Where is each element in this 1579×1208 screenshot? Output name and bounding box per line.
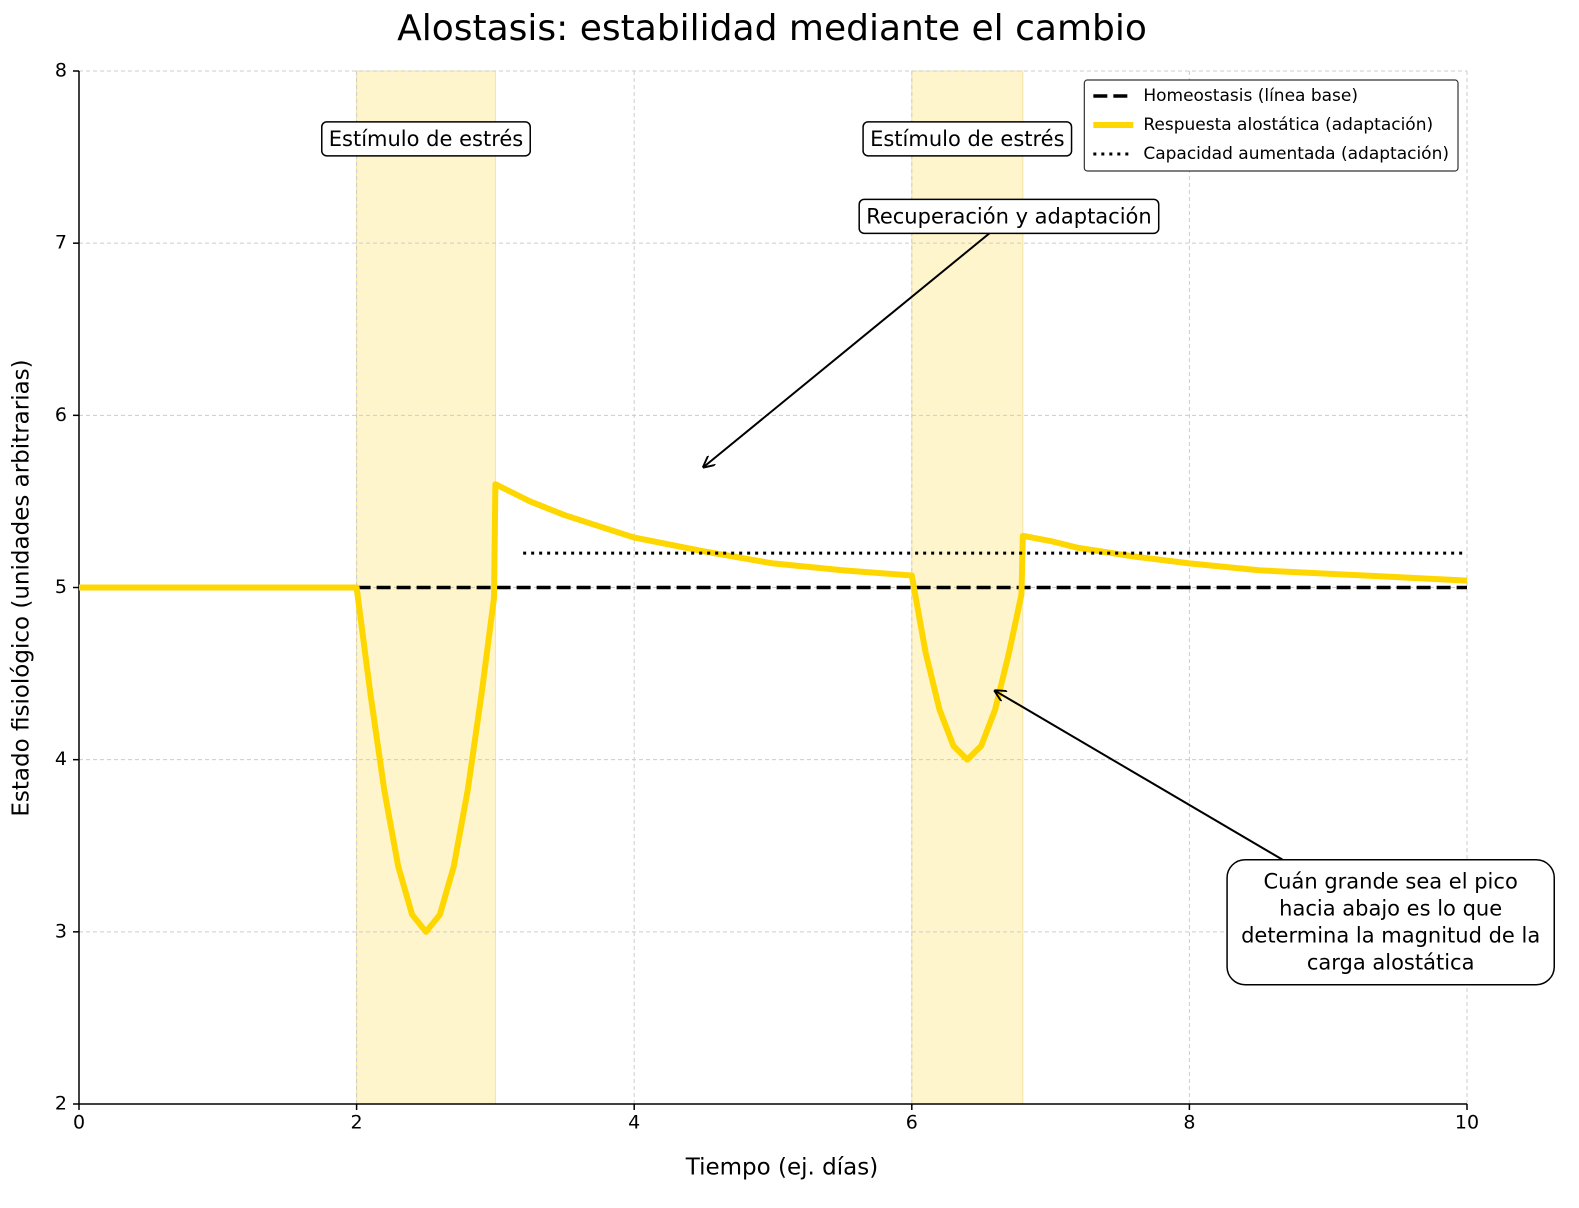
annotation-text: Estímulo de estrés bbox=[870, 127, 1064, 151]
annotation-arrow bbox=[704, 216, 1010, 467]
annotation: Cuán grande sea el pico hacia abajo es lo… bbox=[1226, 858, 1555, 986]
x-tick-label: 4 bbox=[628, 1112, 640, 1134]
annotation-box bbox=[321, 121, 531, 157]
annotation-box bbox=[862, 121, 1073, 157]
x-tick-label: 0 bbox=[73, 1112, 85, 1134]
annotation-line: Estímulo de estrés bbox=[870, 127, 1064, 151]
x-tick-label: 10 bbox=[1455, 1112, 1479, 1134]
annotation: Recuperación y adaptación bbox=[858, 198, 1160, 235]
annotation: Estímulo de estrés bbox=[321, 121, 531, 157]
annotation-line: Cuán grande sea el pico bbox=[1264, 870, 1518, 894]
annotation-line: Recuperación y adaptación bbox=[866, 204, 1152, 228]
x-axis-label: Tiempo (ej. días) bbox=[685, 1155, 878, 1181]
legend: Homeostasis (línea base) Respuesta alostá… bbox=[1083, 79, 1459, 172]
y-tick-label: 3 bbox=[55, 920, 67, 942]
y-tick-label: 8 bbox=[55, 60, 67, 82]
x-tick-label: 8 bbox=[1183, 1112, 1195, 1134]
annotation-line: Estímulo de estrés bbox=[329, 127, 523, 151]
legend-label: Homeostasis (línea base) bbox=[1143, 86, 1358, 106]
annotation-text: Cuán grande sea el pico hacia abajo es lo… bbox=[1241, 870, 1540, 975]
x-tick-label: 6 bbox=[906, 1112, 918, 1134]
y-tick-label: 2 bbox=[55, 1093, 67, 1115]
legend-label: Capacidad aumentada (adaptación) bbox=[1143, 144, 1449, 164]
y-axis-label: Estado fisiológico (unidades arbitrarias… bbox=[9, 359, 35, 816]
annotation-line: carga alostática bbox=[1307, 951, 1475, 975]
annotation-box bbox=[858, 198, 1160, 235]
annotation-box bbox=[1226, 858, 1555, 986]
annotation-text: Recuperación y adaptación bbox=[866, 204, 1152, 228]
legend-label: Respuesta alostática (adaptación) bbox=[1143, 115, 1433, 135]
annotation-line: hacia abajo es lo que bbox=[1279, 897, 1502, 921]
y-tick-label: 5 bbox=[55, 576, 67, 598]
y-tick-label: 4 bbox=[55, 748, 67, 770]
annotation: Estímulo de estrés bbox=[862, 121, 1073, 157]
y-tick-label: 7 bbox=[55, 232, 67, 254]
legend-box bbox=[1083, 79, 1459, 172]
series-line bbox=[79, 481, 1468, 935]
annotation-text: Estímulo de estrés bbox=[329, 127, 523, 151]
chart-title: Alostasis: estabilidad mediante el cambi… bbox=[397, 8, 1147, 49]
annotation-line: determina la magnitud de la bbox=[1241, 924, 1540, 948]
y-tick-label: 6 bbox=[55, 404, 67, 426]
x-tick-label: 2 bbox=[351, 1112, 363, 1134]
